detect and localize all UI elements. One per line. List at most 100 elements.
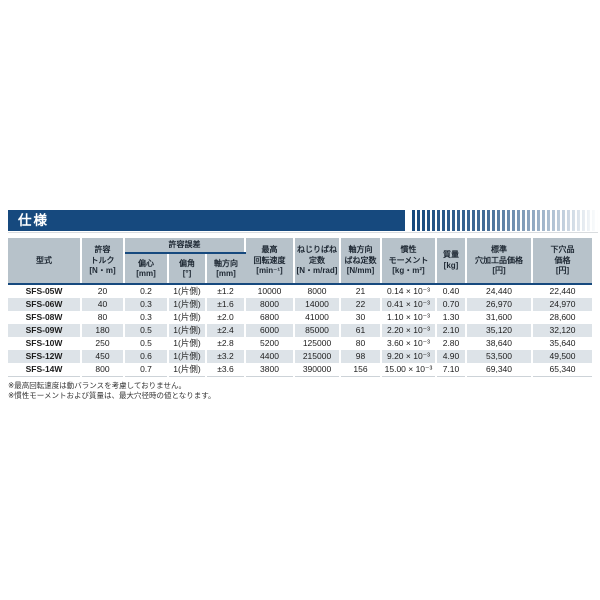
cell-mass: 4.90 bbox=[436, 350, 467, 364]
title-stripes-decoration bbox=[412, 210, 598, 231]
cell-std-bore-price: 31,600 bbox=[466, 311, 533, 325]
cell-pilot-bore-price: 24,970 bbox=[549, 299, 576, 310]
cell-torsion-spring: 85000 bbox=[294, 324, 341, 338]
footnotes: ※最高回転速度は動バランスを考慮しておりません。 ※慣性モーメントおよび質量は、… bbox=[8, 381, 598, 400]
cell-axial: ±2.8 bbox=[206, 337, 246, 351]
col-header-axial: 軸方向 [mm] bbox=[206, 253, 245, 286]
cell-mass: 2.10 bbox=[436, 324, 467, 338]
cell-torsion-spring: 41000 bbox=[294, 311, 341, 325]
cell-inertia: 3.60 × 10⁻³ bbox=[381, 337, 437, 351]
cell-torque: 180 bbox=[81, 324, 125, 338]
cell-inertia: 2.20 × 10⁻³ bbox=[381, 324, 437, 338]
col-header-model: 型式 bbox=[8, 238, 82, 286]
spec-row: SFS-09W 180 0.5 1(片側) ±2.4 6000 85000 61… bbox=[8, 324, 592, 338]
cell-torsion-spring: 14000 bbox=[294, 298, 341, 312]
cell-eccentricity: 0.3 bbox=[124, 311, 169, 325]
col-header-mass: 質量 [kg] bbox=[436, 238, 467, 286]
cell-torque: 20 bbox=[81, 284, 125, 299]
section-title-text: 仕様 bbox=[18, 213, 49, 228]
cell-std-bore-price: 38,640 bbox=[466, 337, 533, 351]
cell-std-bore-price: 24,440 bbox=[466, 284, 533, 299]
cell-std-bore-price: 53,500 bbox=[466, 350, 533, 364]
cell-angle: 1(片側) bbox=[168, 298, 207, 312]
cell-pilot-bore-price: 35,640 bbox=[549, 338, 576, 349]
cell-model: SFS-06W bbox=[8, 298, 82, 312]
cell-max-speed: 3800 bbox=[245, 363, 295, 378]
cell-eccentricity: 0.6 bbox=[124, 350, 169, 364]
cell-torsion-spring: 215000 bbox=[294, 350, 341, 364]
cell-pilot-bore-price: 28,600 bbox=[549, 312, 576, 323]
cell-model: SFS-08W bbox=[8, 311, 82, 325]
cell-axial: ±2.0 bbox=[206, 311, 246, 325]
cell-axial-spring: 22 bbox=[340, 298, 382, 312]
cell-std-bore-price: 35,120 bbox=[466, 324, 533, 338]
spec-row: SFS-06W 40 0.3 1(片側) ±1.6 8000 14000 22 … bbox=[8, 298, 592, 312]
cell-pilot-bore-price: 22,440 bbox=[549, 286, 576, 297]
col-header-torsion-spring: ねじりばね 定数 [N・m/rad] bbox=[294, 238, 341, 286]
cell-mass: 0.70 bbox=[436, 298, 467, 312]
col-header-eccentricity: 偏心 [mm] bbox=[124, 253, 169, 286]
cell-torque: 800 bbox=[81, 363, 125, 378]
cell-axial-spring: 80 bbox=[340, 337, 382, 351]
footnote-inertia-mass: ※慣性モーメントおよび質量は、最大穴径時の値となります。 bbox=[8, 390, 216, 400]
cell-mass: 1.30 bbox=[436, 311, 467, 325]
cell-angle: 1(片側) bbox=[168, 363, 207, 378]
cell-mass: 0.40 bbox=[436, 284, 467, 299]
cell-eccentricity: 0.2 bbox=[124, 284, 169, 299]
cell-std-bore-price: 69,340 bbox=[466, 363, 533, 378]
cell-pilot-bore-price: 65,340 bbox=[532, 363, 592, 378]
cell-pilot-bore-price: 49,500 bbox=[549, 351, 576, 362]
section-title-bar: 仕様 bbox=[8, 210, 598, 231]
cell-axial: ±1.2 bbox=[206, 284, 246, 299]
cell-torsion-spring: 8000 bbox=[294, 284, 341, 299]
cell-max-speed: 10000 bbox=[245, 284, 295, 299]
spec-row: SFS-10W 250 0.5 1(片側) ±2.8 5200 125000 8… bbox=[8, 337, 592, 351]
cell-mass: 2.80 bbox=[436, 337, 467, 351]
cell-pilot-bore-price: 32,120 bbox=[549, 325, 576, 336]
cell-angle: 1(片側) bbox=[168, 337, 207, 351]
cell-inertia: 1.10 × 10⁻³ bbox=[381, 311, 437, 325]
footnote-max-speed: ※最高回転速度は動バランスを考慮しておりません。 bbox=[8, 381, 186, 391]
cell-inertia: 15.00 × 10⁻³ bbox=[381, 363, 437, 378]
cell-torsion-spring: 390000 bbox=[294, 363, 341, 378]
cell-inertia: 0.41 × 10⁻³ bbox=[381, 298, 437, 312]
cell-model: SFS-14W bbox=[8, 363, 82, 378]
cell-eccentricity: 0.5 bbox=[124, 337, 169, 351]
cell-axial-spring: 21 bbox=[340, 284, 382, 299]
col-header-max-speed: 最高 回転速度 [min⁻¹] bbox=[245, 238, 295, 286]
cell-axial: ±3.2 bbox=[206, 350, 246, 364]
cell-mass: 7.10 bbox=[436, 363, 467, 378]
cell-model: SFS-12W bbox=[8, 350, 82, 364]
catalog-page: 仕様 型式 許容 トルク [N・m] 許容誤差 最高 回転速度 [min⁻¹] … bbox=[8, 210, 598, 400]
spec-table-header: 型式 許容 トルク [N・m] 許容誤差 最高 回転速度 [min⁻¹] ねじり… bbox=[8, 238, 592, 286]
spec-row: SFS-08W 80 0.3 1(片側) ±2.0 6800 41000 30 … bbox=[8, 311, 592, 325]
col-header-axial-spring: 軸方向 ばね定数 [N/mm] bbox=[340, 238, 382, 286]
cell-max-speed: 6800 bbox=[245, 311, 295, 325]
section-title: 仕様 bbox=[8, 210, 405, 231]
col-header-pilot-bore-price: 下穴品 価格 [円] bbox=[532, 238, 592, 286]
cell-torque: 40 bbox=[81, 298, 125, 312]
col-header-angle: 偏角 [°] bbox=[168, 253, 207, 286]
cell-max-speed: 6000 bbox=[245, 324, 295, 338]
header-row-sub: 偏心 [mm] 偏角 [°] 軸方向 [mm] bbox=[8, 253, 592, 286]
cell-model: SFS-05W bbox=[8, 284, 82, 299]
cell-axial-spring: 61 bbox=[340, 324, 382, 338]
cell-axial: ±3.6 bbox=[206, 363, 246, 378]
spec-table-body: SFS-05W 20 0.2 1(片側) ±1.2 10000 8000 21 … bbox=[8, 284, 592, 378]
cell-torque: 250 bbox=[81, 337, 125, 351]
cell-std-bore-price: 26,970 bbox=[466, 298, 533, 312]
spec-row: SFS-14W 800 0.7 1(片側) ±3.6 3800 390000 1… bbox=[8, 363, 592, 378]
cell-eccentricity: 0.7 bbox=[124, 363, 169, 378]
cell-axial-spring: 30 bbox=[340, 311, 382, 325]
cell-max-speed: 8000 bbox=[245, 298, 295, 312]
cell-axial: ±1.6 bbox=[206, 298, 246, 312]
cell-torque: 450 bbox=[81, 350, 125, 364]
col-header-std-bore-price: 標準 穴加工品価格 [円] bbox=[466, 238, 533, 286]
col-header-tolerance-group: 許容誤差 bbox=[124, 238, 246, 255]
cell-model: SFS-09W bbox=[8, 324, 82, 338]
cell-max-speed: 4400 bbox=[245, 350, 295, 364]
cell-axial-spring: 98 bbox=[340, 350, 382, 364]
col-header-torque: 許容 トルク [N・m] bbox=[81, 238, 125, 286]
spec-table: 型式 許容 トルク [N・m] 許容誤差 最高 回転速度 [min⁻¹] ねじり… bbox=[8, 238, 592, 378]
cell-eccentricity: 0.5 bbox=[124, 324, 169, 338]
